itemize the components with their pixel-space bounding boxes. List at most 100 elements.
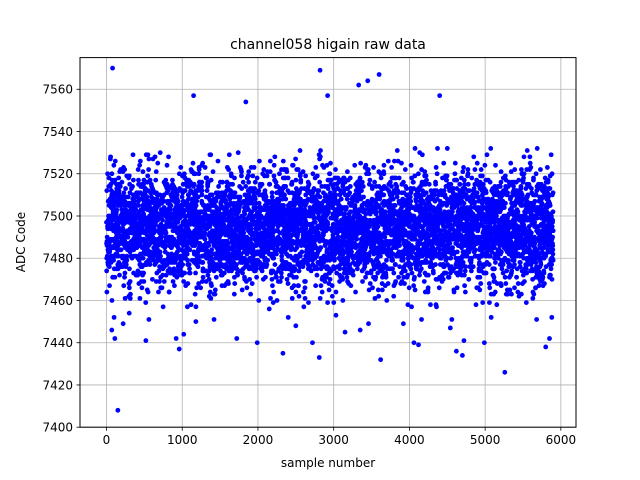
data-point [418, 266, 424, 272]
data-point [382, 209, 388, 215]
data-point [172, 186, 178, 191]
data-point [363, 162, 369, 168]
data-point [143, 300, 149, 305]
data-point [389, 184, 394, 189]
data-point [331, 222, 337, 227]
data-point [267, 181, 273, 187]
data-point [359, 179, 365, 185]
data-point [283, 184, 288, 189]
data-point [431, 270, 436, 276]
data-point [269, 194, 275, 200]
data-point [373, 274, 379, 280]
data-point [152, 154, 158, 160]
data-point [269, 276, 275, 282]
data-point [303, 279, 308, 284]
data-point [244, 285, 250, 291]
data-point [331, 300, 337, 305]
data-point [256, 188, 262, 194]
data-point [186, 196, 191, 202]
data-point [166, 154, 171, 160]
data-point [234, 262, 239, 267]
data-point [437, 247, 442, 253]
data-point [359, 188, 364, 194]
data-point [394, 184, 400, 189]
data-point [145, 173, 151, 179]
data-point [441, 224, 446, 229]
data-point [342, 211, 348, 217]
data-point [187, 247, 193, 253]
data-point [399, 160, 404, 166]
data-point [412, 146, 418, 151]
data-point [111, 162, 117, 168]
data-point [480, 181, 486, 187]
data-point [209, 283, 214, 289]
data-point [170, 279, 176, 284]
data-point [325, 186, 331, 191]
data-point [254, 274, 259, 280]
data-point [297, 253, 303, 259]
data-point [256, 200, 262, 206]
data-point [256, 158, 262, 164]
data-point [112, 177, 118, 183]
data-point [480, 300, 486, 305]
data-point [440, 276, 446, 282]
data-point [344, 196, 350, 202]
data-point [407, 194, 413, 200]
data-point [141, 181, 146, 187]
data-point [460, 169, 466, 175]
data-point [289, 232, 295, 238]
data-point [460, 260, 466, 265]
data-point [472, 167, 478, 172]
data-point [262, 188, 268, 194]
data-point [383, 274, 389, 280]
data-point [224, 179, 230, 185]
data-point [195, 253, 201, 259]
data-point [239, 169, 244, 175]
data-point [185, 281, 191, 286]
data-point [135, 203, 141, 208]
data-point [382, 234, 388, 240]
data-point [430, 255, 435, 261]
data-point [136, 177, 141, 183]
data-point [119, 179, 125, 185]
data-point [365, 167, 371, 172]
data-point [363, 274, 368, 280]
data-point [279, 274, 284, 280]
data-point [191, 181, 197, 187]
data-point [195, 194, 201, 200]
data-point [366, 171, 372, 177]
data-point [461, 177, 467, 183]
data-point [247, 276, 253, 282]
data-point [294, 245, 300, 251]
data-point [454, 177, 460, 183]
data-point [478, 281, 484, 286]
data-point [381, 203, 387, 208]
data-point [135, 167, 141, 172]
data-point [347, 262, 353, 267]
data-point [253, 205, 259, 210]
data-point [402, 281, 407, 286]
data-point [454, 249, 460, 255]
data-point [476, 194, 481, 200]
data-point [295, 260, 301, 265]
data-point [317, 194, 323, 200]
data-point [104, 234, 110, 240]
data-point [272, 154, 278, 160]
data-point [127, 266, 132, 272]
data-point [378, 175, 384, 181]
data-point [207, 289, 213, 295]
data-point [122, 295, 128, 301]
data-point [149, 276, 155, 282]
data-point [410, 179, 416, 185]
data-point [358, 243, 364, 248]
data-point [434, 171, 440, 177]
data-point [282, 192, 287, 198]
data-point [272, 262, 278, 267]
data-point [127, 295, 133, 301]
data-point [250, 173, 256, 179]
data-point [424, 177, 429, 183]
data-point [115, 253, 121, 259]
data-point [199, 179, 205, 185]
data-point [198, 285, 204, 291]
data-point [354, 198, 360, 204]
